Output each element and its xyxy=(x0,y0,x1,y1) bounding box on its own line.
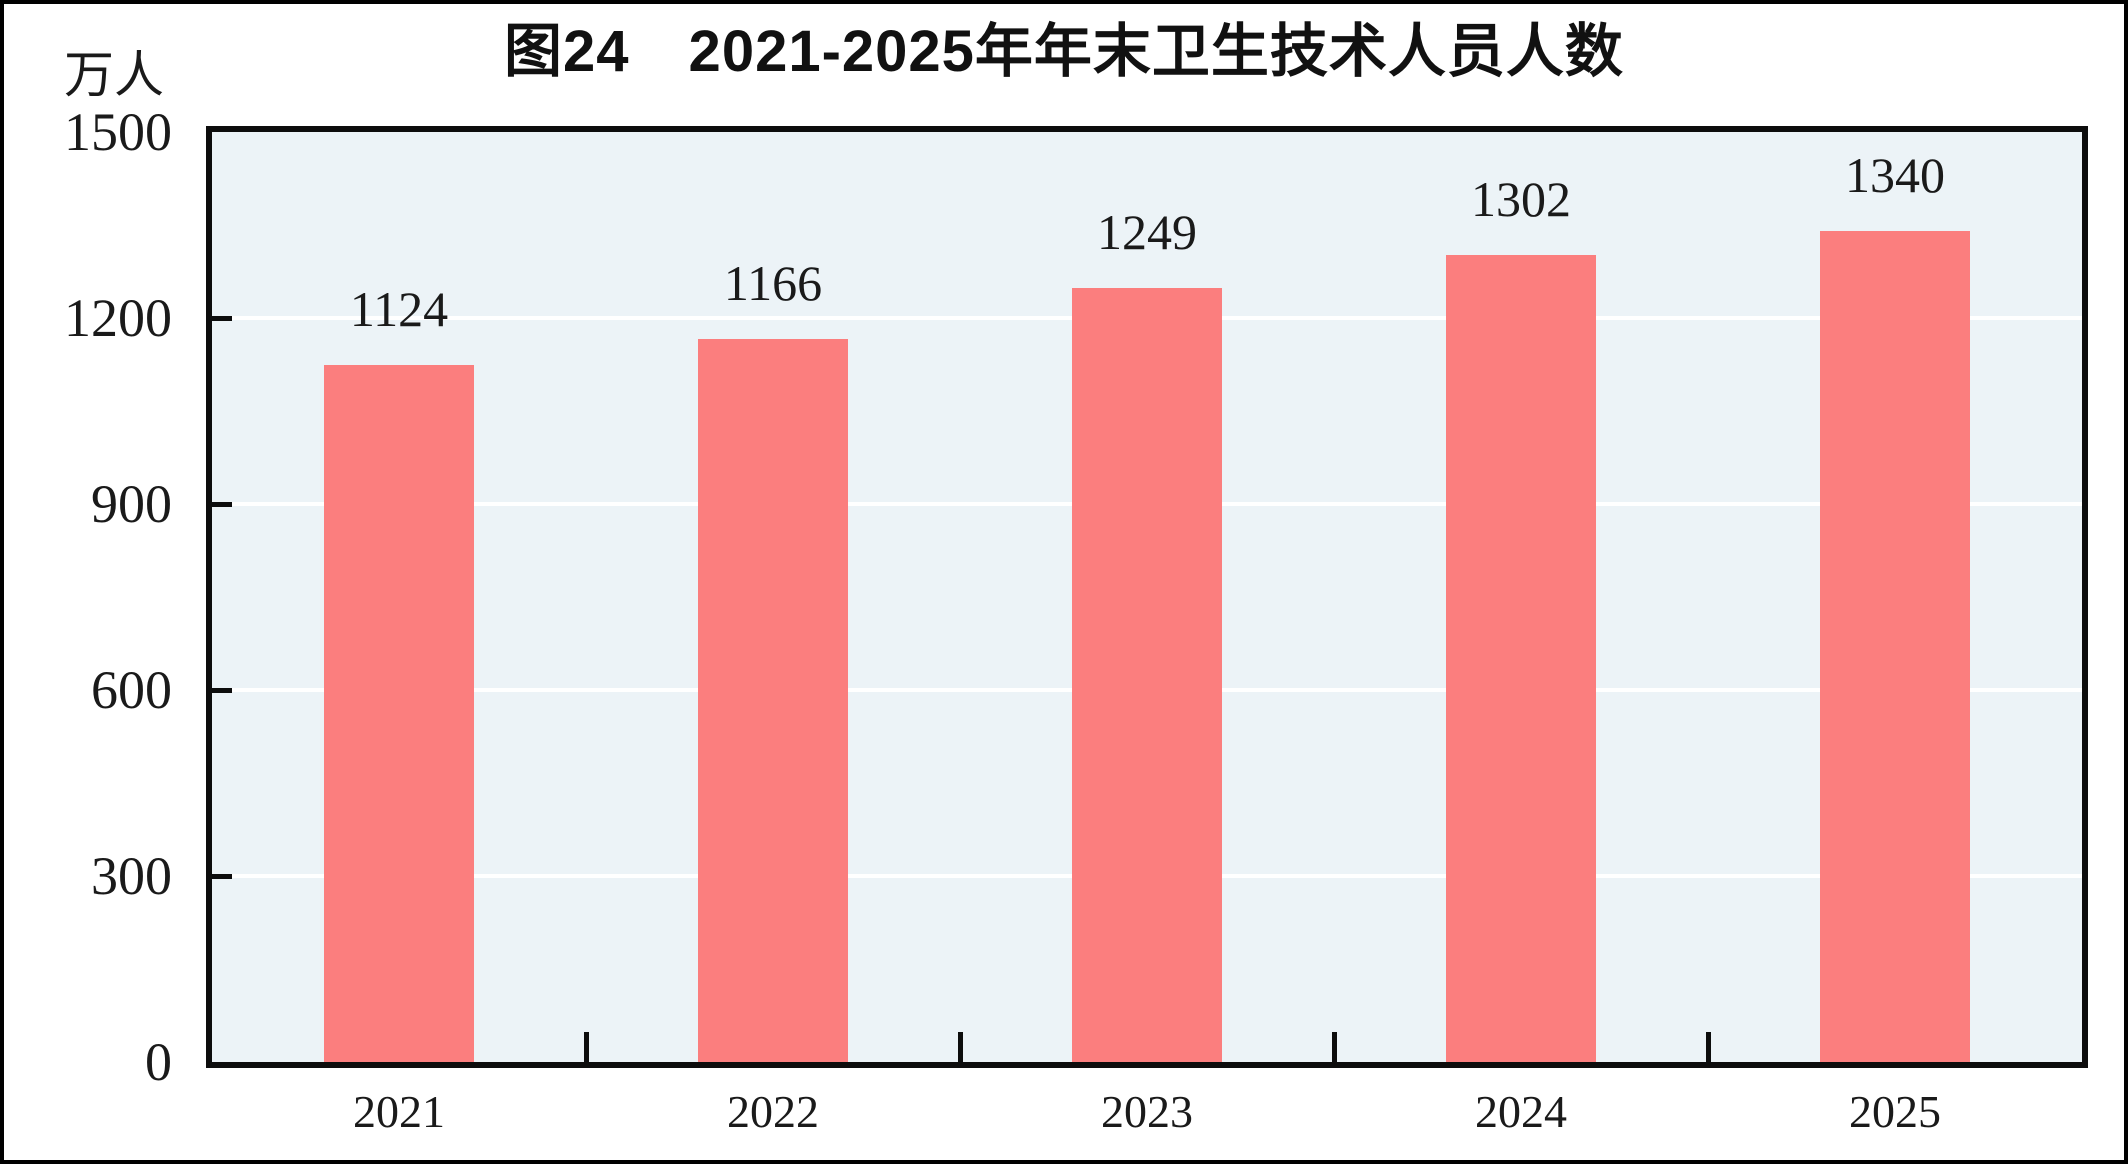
x-axis-tick-labels: 2021 2022 2023 2024 2025 xyxy=(212,1086,2082,1156)
x-axis-tick-label: 2025 xyxy=(1849,1086,1941,1137)
bar xyxy=(1446,254,1596,1062)
x-axis-tick-label: 2023 xyxy=(1101,1086,1193,1137)
y-axis-tick-label: 300 xyxy=(91,846,172,906)
y-axis-tick-label: 600 xyxy=(91,660,172,720)
y-axis-unit-label: 万人 xyxy=(64,47,164,103)
y-axis-tick-label: 900 xyxy=(91,474,172,534)
y-axis-tick xyxy=(212,873,232,879)
y-axis-tick-labels: 0 300 600 900 1200 1500 xyxy=(4,105,172,1089)
bar xyxy=(698,339,848,1062)
x-axis-tick xyxy=(583,1032,589,1062)
y-axis-tick xyxy=(212,501,232,507)
chart-title: 图24 2021-2025年年末卫生技术人员人数 xyxy=(504,19,1624,84)
x-axis-tick xyxy=(957,1032,963,1062)
x-axis-tick xyxy=(1331,1032,1337,1062)
y-axis-tick-label: 1200 xyxy=(64,288,172,348)
bar xyxy=(1072,287,1222,1062)
x-axis-tick-label: 2022 xyxy=(727,1086,819,1137)
plot-area: 1124 1166 1249 1302 1340 xyxy=(206,126,2088,1068)
x-axis-tick-label: 2021 xyxy=(353,1086,445,1137)
bar xyxy=(1820,231,1970,1062)
bar-value-label: 1166 xyxy=(723,255,823,312)
y-axis-tick-label: 1500 xyxy=(64,102,172,162)
y-axis-tick-label: 0 xyxy=(145,1032,172,1092)
bar xyxy=(324,365,474,1062)
y-axis-tick xyxy=(212,315,232,321)
y-axis-tick xyxy=(212,687,232,693)
x-axis-tick xyxy=(1705,1032,1711,1062)
bar-value-label: 1302 xyxy=(1471,170,1571,227)
x-axis-tick-label: 2024 xyxy=(1475,1086,1567,1137)
bar-value-label: 1249 xyxy=(1097,203,1197,260)
bar-value-label: 1124 xyxy=(349,281,449,338)
bar-value-label: 1340 xyxy=(1845,147,1945,204)
